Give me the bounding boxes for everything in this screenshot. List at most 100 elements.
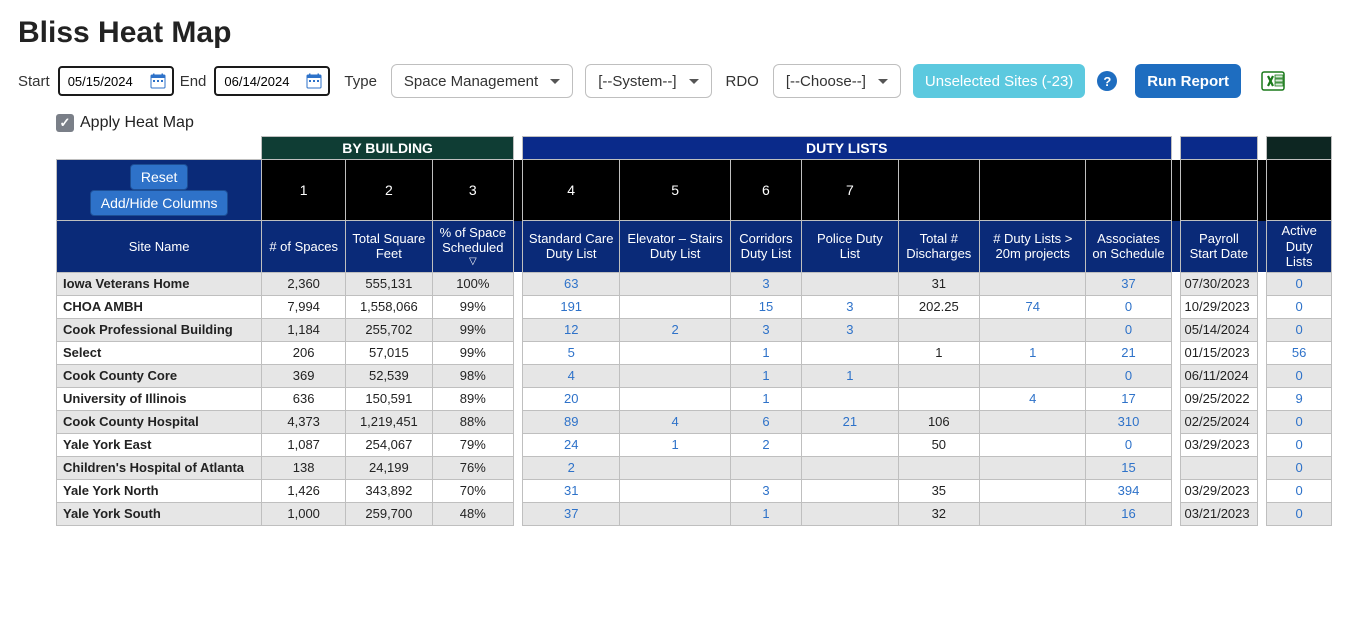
- cell-standard-care[interactable]: 4: [522, 364, 620, 387]
- cell-elevator[interactable]: 2: [620, 318, 730, 341]
- col-police[interactable]: Police Duty List: [802, 221, 898, 273]
- cell-police: [802, 387, 898, 410]
- cell-assoc[interactable]: 0: [1086, 364, 1171, 387]
- add-hide-columns-button[interactable]: Add/Hide Columns: [90, 190, 229, 216]
- cell-corridors[interactable]: 3: [730, 318, 801, 341]
- cell-assoc[interactable]: 394: [1086, 479, 1171, 502]
- export-excel-icon[interactable]: [1261, 69, 1285, 93]
- col-num-1[interactable]: 1: [262, 160, 346, 221]
- col-num-4[interactable]: 4: [522, 160, 620, 221]
- cell-standard-care[interactable]: 24: [522, 433, 620, 456]
- spacer: [1258, 433, 1267, 456]
- col-elevator[interactable]: Elevator – Stairs Duty List: [620, 221, 730, 273]
- cell-corridors[interactable]: 2: [730, 433, 801, 456]
- cell-20m[interactable]: 1: [980, 341, 1086, 364]
- cell-assoc[interactable]: 310: [1086, 410, 1171, 433]
- col-assoc[interactable]: Associates on Schedule: [1086, 221, 1171, 273]
- cell-police[interactable]: 21: [802, 410, 898, 433]
- cell-20m[interactable]: 4: [980, 387, 1086, 410]
- calendar-icon[interactable]: [306, 73, 322, 89]
- col-20m[interactable]: # Duty Lists > 20m projects: [980, 221, 1086, 273]
- calendar-icon[interactable]: [150, 73, 166, 89]
- cell-assoc[interactable]: 17: [1086, 387, 1171, 410]
- col-num-7[interactable]: 7: [802, 160, 898, 221]
- cell-active[interactable]: 0: [1267, 272, 1332, 295]
- unselected-sites-button[interactable]: Unselected Sites (-23): [913, 64, 1085, 98]
- start-date-input[interactable]: [66, 73, 146, 90]
- cell-active[interactable]: 0: [1267, 318, 1332, 341]
- help-icon[interactable]: ?: [1097, 71, 1117, 91]
- cell-active[interactable]: 0: [1267, 479, 1332, 502]
- cell-police[interactable]: 3: [802, 318, 898, 341]
- apply-heat-map-checkbox[interactable]: [56, 114, 74, 132]
- cell-police[interactable]: 1: [802, 364, 898, 387]
- table-row: Iowa Veterans Home2,360555,131100%633313…: [57, 272, 1332, 295]
- sort-desc-icon: ▽: [437, 256, 509, 268]
- cell-assoc[interactable]: 0: [1086, 433, 1171, 456]
- cell-standard-care[interactable]: 12: [522, 318, 620, 341]
- chevron-down-icon: [689, 79, 699, 84]
- col-sqft[interactable]: Total Square Feet: [346, 221, 433, 273]
- cell-assoc[interactable]: 0: [1086, 318, 1171, 341]
- cell-standard-care[interactable]: 20: [522, 387, 620, 410]
- col-num-5[interactable]: 5: [620, 160, 730, 221]
- cell-assoc[interactable]: 0: [1086, 295, 1171, 318]
- cell-police[interactable]: 3: [802, 295, 898, 318]
- cell-active[interactable]: 9: [1267, 387, 1332, 410]
- col-active[interactable]: Active Duty Lists: [1267, 221, 1332, 273]
- spacer: [1171, 318, 1180, 341]
- col-pct[interactable]: % of Space Scheduled ▽: [432, 221, 513, 273]
- cell-corridors[interactable]: 15: [730, 295, 801, 318]
- cell-spaces: 138: [262, 456, 346, 479]
- cell-elevator[interactable]: 4: [620, 410, 730, 433]
- cell-active[interactable]: 0: [1267, 364, 1332, 387]
- reset-button[interactable]: Reset: [130, 164, 189, 190]
- cell-active[interactable]: 0: [1267, 295, 1332, 318]
- cell-assoc[interactable]: 21: [1086, 341, 1171, 364]
- type-select[interactable]: Space Management: [391, 64, 573, 98]
- cell-corridors[interactable]: 1: [730, 364, 801, 387]
- cell-standard-care[interactable]: 37: [522, 502, 620, 525]
- col-standard-care[interactable]: Standard Care Duty List: [522, 221, 620, 273]
- col-num-3[interactable]: 3: [432, 160, 513, 221]
- cell-corridors[interactable]: 3: [730, 272, 801, 295]
- system-select[interactable]: [--System--]: [585, 64, 711, 98]
- cell-active[interactable]: 0: [1267, 410, 1332, 433]
- cell-active[interactable]: 0: [1267, 456, 1332, 479]
- cell-corridors[interactable]: 1: [730, 387, 801, 410]
- cell-standard-care[interactable]: 2: [522, 456, 620, 479]
- cell-corridors[interactable]: 1: [730, 341, 801, 364]
- cell-assoc[interactable]: 15: [1086, 456, 1171, 479]
- cell-elevator[interactable]: 1: [620, 433, 730, 456]
- cell-active[interactable]: 0: [1267, 502, 1332, 525]
- col-discharges[interactable]: Total # Discharges: [898, 221, 979, 273]
- run-report-button[interactable]: Run Report: [1135, 64, 1241, 98]
- end-date-input[interactable]: [222, 73, 302, 90]
- col-corridors[interactable]: Corridors Duty List: [730, 221, 801, 273]
- cell-standard-care[interactable]: 5: [522, 341, 620, 364]
- spacer: [513, 272, 522, 295]
- spacer: [1258, 272, 1267, 295]
- end-date-box[interactable]: [214, 66, 330, 96]
- cell-standard-care[interactable]: 31: [522, 479, 620, 502]
- cell-20m[interactable]: 74: [980, 295, 1086, 318]
- cell-active[interactable]: 0: [1267, 433, 1332, 456]
- col-spaces[interactable]: # of Spaces: [262, 221, 346, 273]
- cell-active[interactable]: 56: [1267, 341, 1332, 364]
- col-site[interactable]: Site Name: [57, 221, 262, 273]
- start-date-box[interactable]: [58, 66, 174, 96]
- col-num-2[interactable]: 2: [346, 160, 433, 221]
- rdo-select[interactable]: [--Choose--]: [773, 64, 901, 98]
- cell-police: [802, 502, 898, 525]
- cell-standard-care[interactable]: 63: [522, 272, 620, 295]
- cell-corridors[interactable]: 3: [730, 479, 801, 502]
- col-num-6[interactable]: 6: [730, 160, 801, 221]
- spacer: [1171, 456, 1180, 479]
- cell-standard-care[interactable]: 191: [522, 295, 620, 318]
- cell-standard-care[interactable]: 89: [522, 410, 620, 433]
- cell-assoc[interactable]: 37: [1086, 272, 1171, 295]
- cell-corridors[interactable]: 6: [730, 410, 801, 433]
- cell-corridors[interactable]: 1: [730, 502, 801, 525]
- cell-assoc[interactable]: 16: [1086, 502, 1171, 525]
- col-payroll[interactable]: Payroll Start Date: [1180, 221, 1258, 273]
